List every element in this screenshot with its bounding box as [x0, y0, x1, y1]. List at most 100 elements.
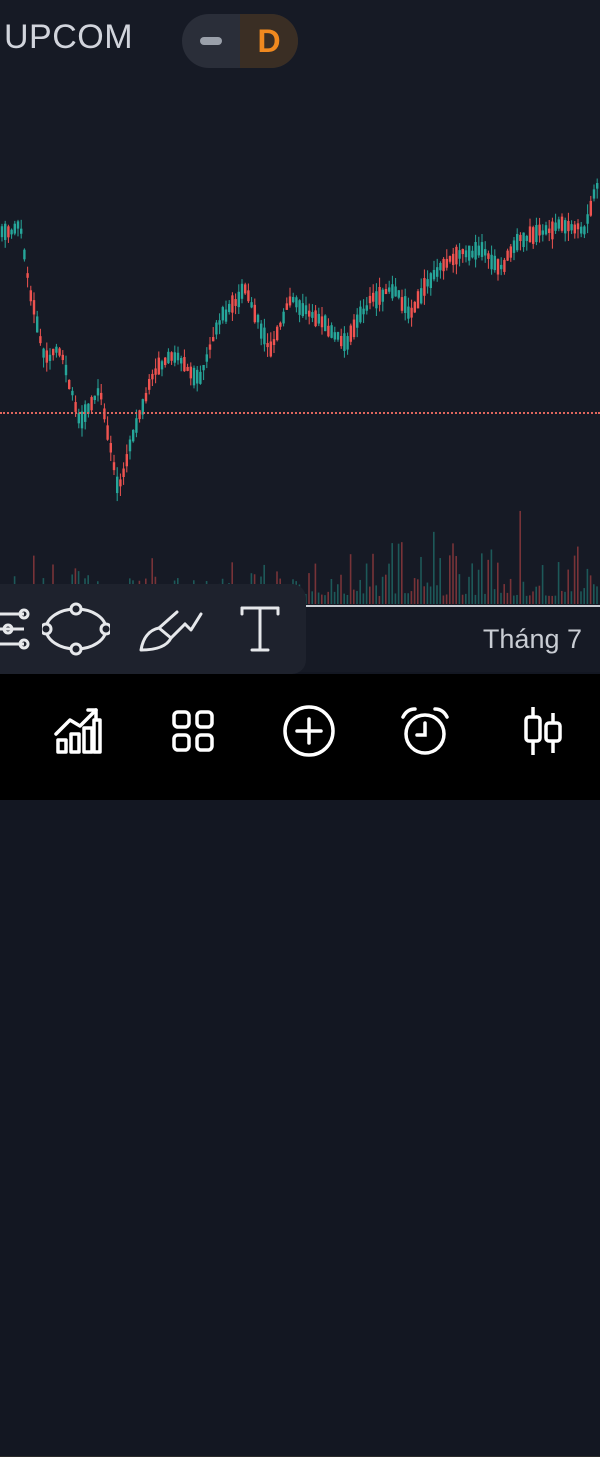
candle-body-19	[61, 354, 64, 361]
candle-body-62	[199, 371, 202, 384]
text-tool-button[interactable]	[226, 596, 294, 662]
candle-body-140	[448, 256, 452, 262]
candle-body-16	[52, 348, 55, 356]
volume-bar-135	[433, 531, 435, 604]
candle-body-31	[100, 392, 103, 400]
candle-body-174	[557, 219, 560, 229]
volume-bar-110	[353, 589, 355, 604]
candle-body-71	[228, 303, 231, 313]
candle-body-36	[116, 476, 119, 494]
candle-body-111	[356, 314, 359, 328]
candle-body-141	[452, 253, 455, 266]
candle-body-90	[288, 296, 292, 306]
volume-bar-180	[577, 546, 579, 604]
candle-body-117	[375, 291, 378, 309]
candle-body-6	[20, 228, 23, 234]
candle-body-163	[522, 232, 525, 248]
candle-body-75	[240, 283, 244, 299]
candle-body-84	[269, 341, 272, 357]
candle-body-102	[327, 325, 330, 337]
candle-body-186	[596, 183, 599, 189]
volume-bar-111	[356, 590, 358, 604]
candle-body-30	[96, 388, 100, 396]
candle-body-13	[42, 348, 45, 358]
candle-body-52	[167, 351, 170, 364]
candle-body-88	[282, 311, 285, 324]
candle-body-51	[164, 357, 167, 366]
candle-body-121	[388, 287, 391, 292]
candle-body-81	[260, 323, 263, 339]
candle-body-47	[151, 373, 154, 380]
candle-body-57	[183, 357, 186, 372]
candle-body-10	[32, 300, 36, 315]
volume-bar-106	[340, 574, 342, 604]
volume-bar-108	[346, 594, 349, 604]
timeframe-selector[interactable]: D	[182, 14, 298, 68]
bottom-toolbar	[0, 674, 600, 1457]
ellipse-tool-button[interactable]	[42, 596, 110, 662]
candle-body-73	[234, 299, 237, 306]
volume-bar-132	[423, 586, 425, 604]
brush-tool-button[interactable]	[136, 596, 204, 662]
candle-body-136	[436, 267, 439, 277]
candle-body-185	[592, 189, 596, 199]
candle-body-82	[263, 327, 266, 345]
fib-tool-button[interactable]	[0, 596, 48, 662]
candle-body-149	[477, 245, 480, 256]
candle-body-181	[580, 226, 583, 234]
layouts-button[interactable]	[158, 696, 228, 766]
add-icon	[283, 705, 335, 757]
volume-bar-134	[429, 586, 432, 604]
candle-body-105	[336, 332, 340, 340]
candle-body-68	[218, 320, 221, 325]
candle-body-166	[532, 227, 535, 244]
volume-bar-167	[535, 586, 537, 604]
candle-body-183	[586, 214, 589, 224]
candle-body-45	[144, 392, 148, 402]
volume-bar-165	[529, 595, 531, 604]
volume-bar-174	[557, 562, 560, 604]
volume-bar-173	[554, 595, 557, 604]
volume-bar-104	[333, 591, 336, 604]
candle-body-120	[384, 289, 388, 295]
chart-area[interactable]: Tháng 7	[0, 0, 600, 672]
candle-body-33	[106, 425, 109, 440]
volume-bar-142	[455, 556, 457, 604]
volume-bar-120	[385, 574, 387, 604]
price-chart[interactable]	[0, 0, 600, 672]
alarm-button[interactable]	[390, 696, 460, 766]
candle-body-151	[484, 249, 487, 256]
chart-type-button[interactable]	[508, 696, 578, 766]
volume-bar-138	[442, 595, 445, 604]
volume-bar-179	[573, 555, 576, 604]
time-axis-line	[300, 605, 600, 607]
candle-body-148	[474, 241, 477, 260]
candle-body-27	[87, 403, 90, 414]
indicators-button[interactable]	[42, 696, 112, 766]
candle-body-135	[432, 269, 436, 280]
candle-body-24	[77, 412, 80, 424]
candle-body-66	[212, 337, 215, 342]
volume-bar-128	[410, 591, 413, 604]
volume-bar-145	[465, 593, 467, 604]
text-tool-icon	[240, 606, 280, 652]
candle-body-109	[349, 325, 352, 342]
zoom-out-button[interactable]	[182, 14, 240, 68]
candle-body-85	[272, 339, 276, 346]
volume-bar-185	[593, 584, 595, 604]
candle-body-108	[346, 336, 349, 350]
timeframe-button[interactable]: D	[240, 14, 298, 68]
exchange-label[interactable]: UPCOM	[4, 18, 134, 56]
add-button[interactable]	[274, 696, 344, 766]
candle-body-154	[493, 255, 496, 271]
volume-bar-123	[394, 593, 397, 604]
volume-bar-152	[487, 559, 489, 604]
candle-body-171	[548, 228, 551, 233]
volume-bar-113	[362, 593, 365, 604]
volume-bar-137	[439, 558, 441, 604]
volume-bar-141	[452, 543, 454, 604]
volume-bar-121	[388, 563, 390, 604]
candle-body-34	[109, 443, 112, 453]
candle-body-130	[416, 291, 420, 309]
candle-body-113	[362, 308, 365, 315]
